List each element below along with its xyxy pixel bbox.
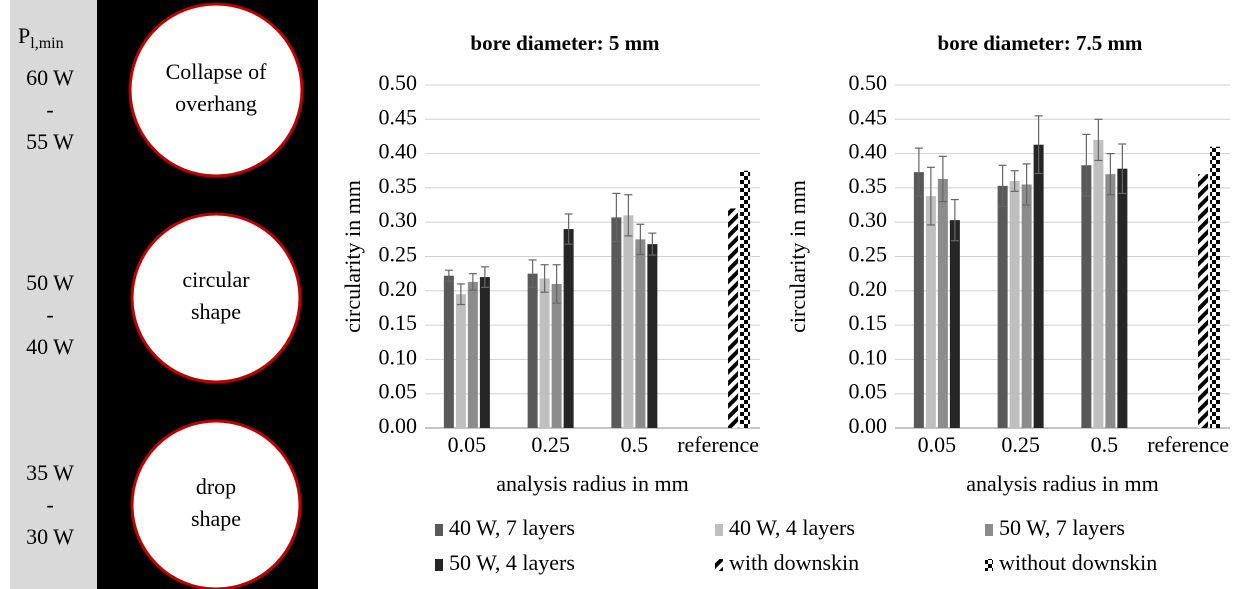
bar	[949, 220, 960, 428]
sample-circle	[130, 212, 302, 384]
y-tick-label: 0.00	[379, 413, 418, 438]
x-tick-label: 0.25	[531, 432, 570, 457]
bar	[647, 244, 658, 428]
power-label: 40 W	[26, 334, 74, 359]
x-tick-label: 0.25	[1001, 432, 1040, 457]
y-tick-label: 0.50	[379, 70, 418, 95]
power-label: -	[46, 492, 53, 517]
sample-circle	[130, 419, 302, 589]
y-tick-label: 0.10	[379, 344, 418, 369]
bar	[563, 229, 574, 428]
x-tick-label: 0.5	[1091, 432, 1119, 457]
bar	[925, 196, 936, 428]
y-tick-label: 0.00	[849, 413, 888, 438]
y-tick-label: 0.35	[849, 173, 888, 198]
power-label: 35 W	[26, 460, 74, 485]
y-tick-label: 0.35	[379, 173, 418, 198]
legend-swatch	[715, 524, 723, 536]
legend-label: 40 W, 4 layers	[729, 515, 855, 540]
bar	[1009, 181, 1020, 428]
bar	[913, 172, 924, 428]
y-tick-label: 0.05	[849, 379, 888, 404]
bar	[551, 283, 562, 428]
chart-title: bore diameter: 7.5 mm	[938, 31, 1143, 55]
bar	[997, 185, 1008, 428]
bar	[1117, 168, 1128, 428]
y-tick-label: 0.25	[849, 242, 888, 267]
bar	[623, 215, 634, 428]
y-tick-label: 0.30	[849, 207, 888, 232]
power-label: 30 W	[26, 524, 74, 549]
bar	[728, 208, 739, 428]
bar	[527, 273, 538, 428]
bar	[1081, 165, 1092, 428]
side-bg	[10, 0, 97, 589]
x-tick-label: 0.05	[448, 432, 487, 457]
y-tick-label: 0.45	[379, 104, 418, 129]
shape-label: shape	[191, 299, 241, 324]
legend-swatch	[715, 559, 723, 571]
legend-swatch	[435, 524, 443, 536]
y-tick-label: 0.30	[379, 207, 418, 232]
chart-title: bore diameter: 5 mm	[470, 31, 660, 55]
x-tick-label: reference	[677, 432, 759, 457]
bar	[479, 277, 490, 428]
legend-label: without downskin	[999, 550, 1157, 575]
bar	[611, 217, 622, 428]
bar	[1021, 184, 1032, 428]
x-tick-label: 0.5	[621, 432, 649, 457]
legend-swatch	[435, 559, 443, 571]
bar	[635, 239, 646, 428]
shape-label: overhang	[175, 91, 257, 116]
y-tick-label: 0.15	[849, 310, 888, 335]
legend-swatch	[985, 559, 993, 571]
x-tick-label: reference	[1147, 432, 1229, 457]
header: Pl,min	[18, 23, 64, 52]
y-tick-label: 0.05	[379, 379, 418, 404]
shape-label: circular	[182, 267, 250, 292]
bar	[467, 281, 478, 428]
bar	[1093, 139, 1104, 428]
bar	[1210, 146, 1221, 429]
legend-label: 50 W, 7 layers	[999, 515, 1125, 540]
y-tick-label: 0.40	[379, 139, 418, 164]
y-tick-label: 0.40	[849, 139, 888, 164]
legend-label: 40 W, 7 layers	[449, 515, 575, 540]
bar	[1105, 174, 1116, 428]
y-tick-label: 0.10	[849, 344, 888, 369]
y-tick-label: 0.20	[379, 276, 418, 301]
power-label: 60 W	[26, 65, 74, 90]
legend-label: 50 W, 4 layers	[449, 550, 575, 575]
x-axis-label: analysis radius in mm	[966, 471, 1158, 496]
bar	[455, 294, 466, 428]
power-label: 50 W	[26, 270, 74, 295]
bar	[937, 178, 948, 428]
x-tick-label: 0.05	[918, 432, 957, 457]
sample-circle	[128, 2, 304, 178]
y-tick-label: 0.50	[849, 70, 888, 95]
power-label: -	[46, 97, 53, 122]
bar	[443, 275, 454, 428]
bar	[1198, 174, 1209, 428]
legend-label: with downskin	[729, 550, 859, 575]
shape-label: shape	[191, 506, 241, 531]
y-tick-label: 0.20	[849, 276, 888, 301]
y-axis-label: circularity in mm	[785, 180, 810, 333]
power-label: -	[46, 302, 53, 327]
shape-label: Collapse of	[166, 59, 267, 84]
y-tick-label: 0.15	[379, 310, 418, 335]
x-axis-label: analysis radius in mm	[496, 471, 688, 496]
bar	[1033, 144, 1044, 428]
shape-label: drop	[196, 474, 236, 499]
y-tick-label: 0.25	[379, 242, 418, 267]
bar	[539, 278, 550, 428]
power-label: 55 W	[26, 129, 74, 154]
y-tick-label: 0.45	[849, 104, 888, 129]
legend-swatch	[985, 524, 993, 536]
y-axis-label: circularity in mm	[340, 180, 365, 333]
bar	[740, 170, 751, 428]
